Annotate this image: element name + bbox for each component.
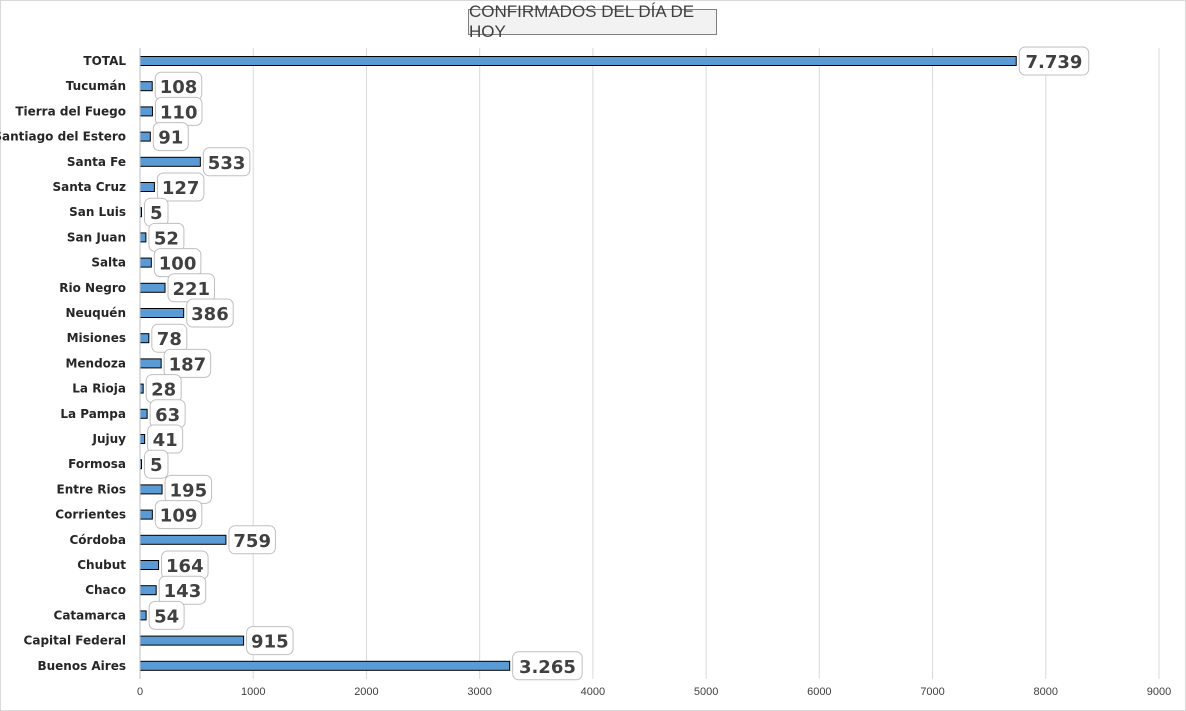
category-label: Capital Federal xyxy=(24,634,126,648)
bar xyxy=(139,635,245,646)
bar xyxy=(139,408,148,419)
bar xyxy=(139,182,155,192)
data-label: 3.265 xyxy=(519,657,576,678)
data-label: 164 xyxy=(166,556,204,577)
bar xyxy=(139,56,1017,66)
bar xyxy=(139,333,150,344)
data-label: 78 xyxy=(157,329,182,350)
x-tick-label: 9000 xyxy=(1147,686,1171,698)
x-tick-label: 2000 xyxy=(354,686,378,698)
category-label: Buenos Aires xyxy=(37,659,126,673)
data-label: 5 xyxy=(150,455,163,476)
data-label: 100 xyxy=(159,254,197,275)
data-label: 54 xyxy=(154,606,179,627)
data-label: 386 xyxy=(191,304,229,325)
data-label: 7.739 xyxy=(1026,52,1083,73)
data-label-box xyxy=(1018,46,1090,76)
data-label-box xyxy=(186,298,234,328)
x-tick-label: 3000 xyxy=(467,686,491,698)
data-label: 915 xyxy=(251,632,289,653)
data-label: 41 xyxy=(153,430,178,451)
data-label-box xyxy=(148,600,185,630)
data-label: 63 xyxy=(155,405,180,426)
category-label: Salta xyxy=(91,256,126,270)
data-label-box xyxy=(144,449,169,479)
category-label: Misiones xyxy=(67,331,126,345)
x-tick-label: 7000 xyxy=(920,686,944,698)
x-tick-label: 4000 xyxy=(581,686,605,698)
data-label: 187 xyxy=(169,354,207,375)
category-label: La Pampa xyxy=(60,407,126,421)
bar xyxy=(139,560,160,570)
category-label: Corrientes xyxy=(55,508,126,522)
category-label: Santa Cruz xyxy=(52,180,126,194)
x-tick-label: 8000 xyxy=(1034,686,1058,698)
bar xyxy=(139,660,511,671)
data-label-box xyxy=(512,651,583,681)
data-label: 221 xyxy=(172,279,210,300)
bar xyxy=(139,257,152,268)
category-label: San Luis xyxy=(69,205,126,219)
data-label: 108 xyxy=(160,77,198,98)
data-label-box xyxy=(156,172,205,202)
data-label: 533 xyxy=(208,153,246,174)
chart-title: CONFIRMADOS DEL DÍA DE HOY xyxy=(468,2,717,41)
bar xyxy=(139,585,157,596)
data-label: 195 xyxy=(170,480,208,501)
bar xyxy=(139,81,153,92)
bar xyxy=(139,282,166,293)
category-label: Tucumán xyxy=(66,79,126,93)
bar xyxy=(139,131,151,142)
category-label: Santa Fe xyxy=(67,155,126,169)
bar xyxy=(139,434,146,444)
data-label: 28 xyxy=(151,380,176,401)
category-label: Chaco xyxy=(85,583,126,597)
data-label: 127 xyxy=(162,178,200,199)
data-label: 5 xyxy=(150,203,163,224)
category-label: Chubut xyxy=(77,558,126,572)
bar xyxy=(139,610,147,621)
data-label: 110 xyxy=(160,102,198,123)
data-label-box xyxy=(246,626,294,656)
x-tick-label: 5000 xyxy=(694,686,718,698)
x-tick-label: 0 xyxy=(137,686,143,698)
category-label: Entre Rios xyxy=(57,482,126,496)
bar xyxy=(139,232,147,243)
data-label: 759 xyxy=(233,531,271,552)
bar xyxy=(139,308,185,318)
data-label-box xyxy=(228,525,276,555)
data-label-box xyxy=(202,147,251,177)
category-label: Catamarca xyxy=(54,608,126,622)
data-label: 109 xyxy=(160,506,198,527)
x-tick-label: 1000 xyxy=(241,686,265,698)
data-label: 143 xyxy=(164,581,202,602)
bar xyxy=(139,106,153,117)
category-label: Rio Negro xyxy=(59,281,126,295)
data-label: 91 xyxy=(158,128,183,149)
category-label: Santiago del Estero xyxy=(0,130,126,144)
bar xyxy=(139,509,153,520)
category-label: Neuquén xyxy=(65,306,126,320)
data-label-box xyxy=(152,122,189,152)
category-label: La Rioja xyxy=(72,382,126,396)
category-label: Mendoza xyxy=(65,356,126,370)
bar xyxy=(139,534,227,545)
data-label-box xyxy=(154,500,203,530)
category-label: Jujuy xyxy=(92,432,127,446)
category-label: Córdoba xyxy=(70,533,127,547)
bar xyxy=(139,484,163,495)
data-label: 52 xyxy=(154,228,179,249)
bar xyxy=(139,358,162,369)
category-label: Formosa xyxy=(68,457,126,471)
category-label: San Juan xyxy=(67,230,126,244)
x-tick-label: 6000 xyxy=(807,686,831,698)
category-label: Tierra del Fuego xyxy=(15,104,126,118)
bar xyxy=(139,156,201,167)
category-label: TOTAL xyxy=(83,54,126,68)
data-label-box xyxy=(163,348,212,378)
